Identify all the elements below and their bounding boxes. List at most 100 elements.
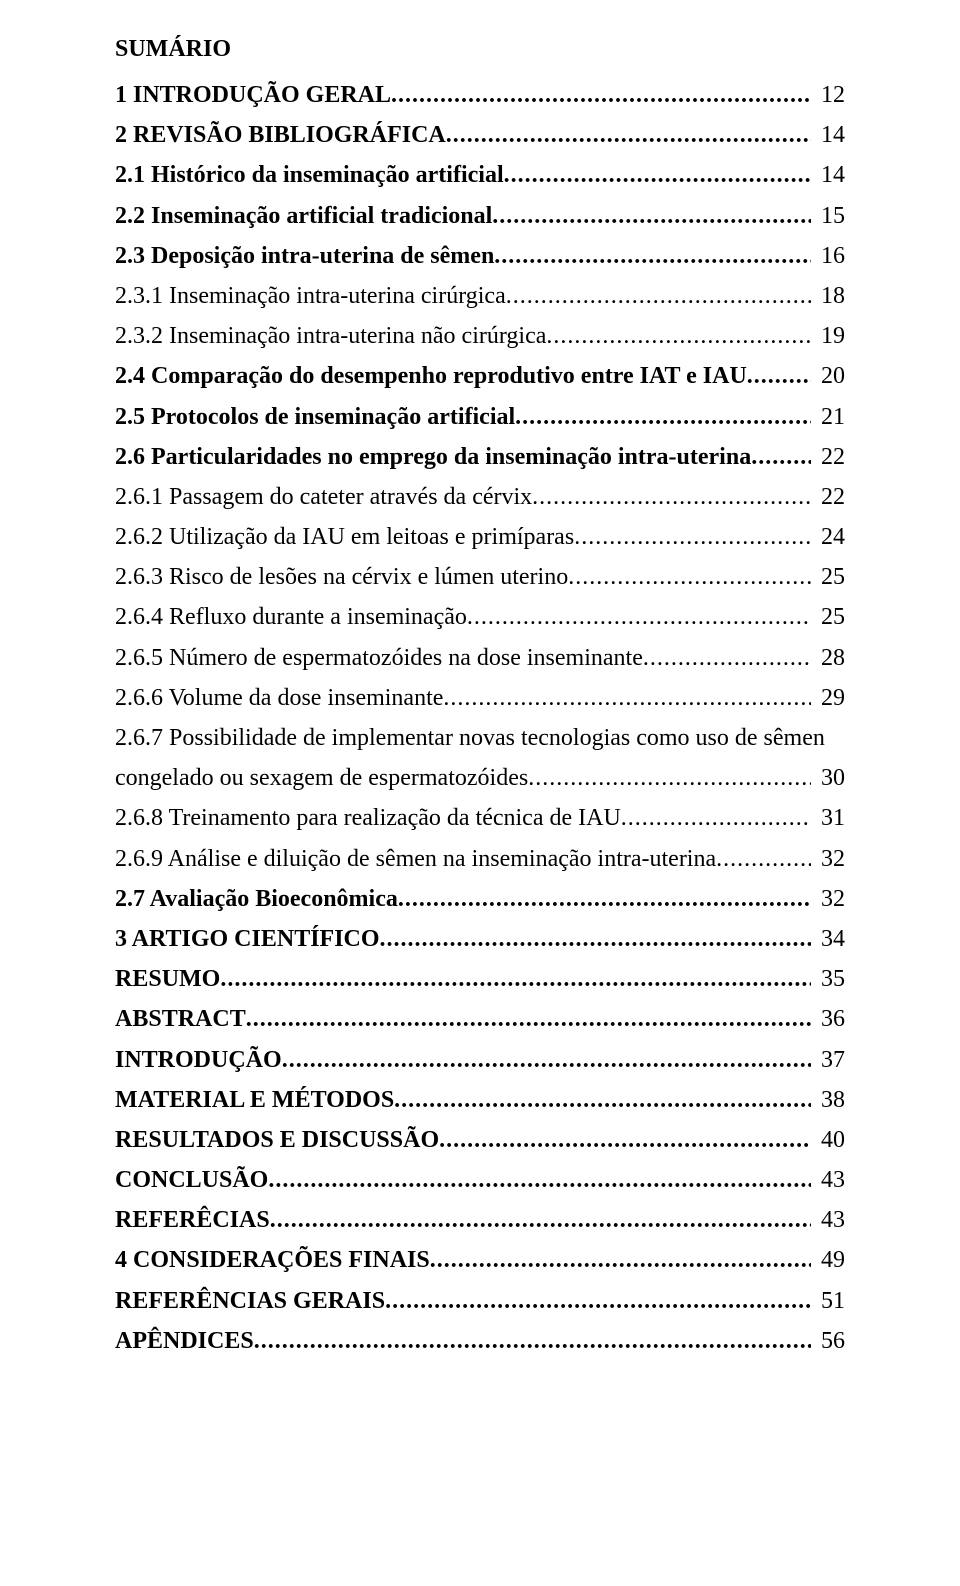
toc-entry: ABSTRACT................................… bbox=[115, 1001, 845, 1038]
toc-entry: 2.2 Inseminação artificial tradicional..… bbox=[115, 198, 845, 235]
toc-entry: 2.6.4 Refluxo durante a inseminação.....… bbox=[115, 599, 845, 636]
toc-entry-label: 2.5 Protocolos de inseminação artificial bbox=[115, 399, 515, 436]
toc-entry-label: 2.6.1 Passagem do cateter através da cér… bbox=[115, 479, 532, 516]
toc-entry: 2 REVISÃO BIBLIOGRÁFICA.................… bbox=[115, 117, 845, 154]
toc-leader-dots: ........................................… bbox=[443, 680, 811, 717]
toc-leader-dots: ........................................… bbox=[643, 640, 811, 677]
toc-leader-dots: ........................................… bbox=[391, 77, 811, 114]
toc-entry-label: 2 REVISÃO BIBLIOGRÁFICA bbox=[115, 117, 446, 154]
toc-entry-label: REFERÊNCIAS GERAIS bbox=[115, 1283, 385, 1320]
toc-leader-dots: ........................................… bbox=[494, 238, 811, 275]
toc-entry-page: 24 bbox=[811, 519, 845, 556]
toc-entry-label: CONCLUSÃO bbox=[115, 1162, 268, 1199]
toc-entry-page: 15 bbox=[811, 198, 845, 235]
toc-leader-dots: ........................................… bbox=[398, 881, 811, 918]
toc-leader-dots: ........................................… bbox=[574, 519, 811, 556]
toc-entry: 2.6.6 Volume da dose inseminante........… bbox=[115, 680, 845, 717]
toc-entry: 1 INTRODUÇÃO GERAL......................… bbox=[115, 77, 845, 114]
toc-entry: RESUMO..................................… bbox=[115, 961, 845, 998]
toc-entry: 2.6.8 Treinamento para realização da téc… bbox=[115, 800, 845, 837]
toc-leader-dots: ........................................… bbox=[751, 439, 811, 476]
toc-entry-label: 2.6.8 Treinamento para realização da téc… bbox=[115, 800, 621, 837]
toc-entry: 2.6.9 Análise e diluição de sêmen na ins… bbox=[115, 841, 845, 878]
toc-leader-dots: ........................................… bbox=[270, 1202, 811, 1239]
toc-entry: 2.6.2 Utilização da IAU em leitoas e pri… bbox=[115, 519, 845, 556]
toc-entry-page: 22 bbox=[811, 479, 845, 516]
toc-entry-page: 18 bbox=[811, 278, 845, 315]
toc-entry-page: 20 bbox=[811, 358, 845, 395]
toc-entry: 2.6.3 Risco de lesões na cérvix e lúmen … bbox=[115, 559, 845, 596]
toc-entry-label: ABSTRACT bbox=[115, 1001, 246, 1038]
toc-entry-label: 3 ARTIGO CIENTÍFICO bbox=[115, 921, 380, 958]
toc-entry-page: 29 bbox=[811, 680, 845, 717]
toc-entry-page: 16 bbox=[811, 238, 845, 275]
toc-entry-label: 2.6.5 Número de espermatozóides na dose … bbox=[115, 640, 643, 677]
toc-leader-dots: ........................................… bbox=[430, 1242, 811, 1279]
toc-leader-dots: ........................................… bbox=[467, 599, 811, 636]
toc-entry: CONCLUSÃO...............................… bbox=[115, 1162, 845, 1199]
toc-leader-dots: ........................................… bbox=[282, 1042, 811, 1079]
toc-entry-label: RESULTADOS E DISCUSSÃO bbox=[115, 1122, 439, 1159]
toc-leader-dots: ........................................… bbox=[254, 1323, 811, 1360]
toc-entry-page: 36 bbox=[811, 1001, 845, 1038]
toc-entry-label: 2.1 Histórico da inseminação artificial bbox=[115, 157, 504, 194]
toc-leader-dots: ........................................… bbox=[394, 1082, 811, 1119]
toc-entry-label: 2.4 Comparação do desempenho reprodutivo… bbox=[115, 358, 747, 395]
toc-entry-label: 2.3 Deposição intra-uterina de sêmen bbox=[115, 238, 494, 275]
toc-leader-dots: ........................................… bbox=[439, 1122, 811, 1159]
toc-entry-page: 30 bbox=[811, 760, 845, 797]
toc-entry-label: RESUMO bbox=[115, 961, 220, 998]
toc-entry-label: APÊNDICES bbox=[115, 1323, 254, 1360]
toc-leader-dots: ........................................… bbox=[568, 559, 811, 596]
toc-leader-dots: ........................................… bbox=[546, 318, 811, 355]
toc-leader-dots: ........................................… bbox=[385, 1283, 811, 1320]
toc-entry-label: 2.6.4 Refluxo durante a inseminação bbox=[115, 599, 467, 636]
toc-entry-page: 14 bbox=[811, 157, 845, 194]
toc-entry-page: 32 bbox=[811, 841, 845, 878]
toc-entry-page: 56 bbox=[811, 1323, 845, 1360]
toc-entry: REFERÊCIAS..............................… bbox=[115, 1202, 845, 1239]
toc-entry-page: 31 bbox=[811, 800, 845, 837]
toc-entry-page: 43 bbox=[811, 1202, 845, 1239]
toc-entry: 2.6.5 Número de espermatozóides na dose … bbox=[115, 640, 845, 677]
toc-leader-dots: ........................................… bbox=[446, 117, 811, 154]
toc-entry-label: MATERIAL E MÉTODOS bbox=[115, 1082, 394, 1119]
toc-entry-label: INTRODUÇÃO bbox=[115, 1042, 282, 1079]
toc-entry-page: 12 bbox=[811, 77, 845, 114]
toc-entry-page: 14 bbox=[811, 117, 845, 154]
toc-entry-label: 2.6.7 Possibilidade de implementar novas… bbox=[115, 725, 825, 751]
toc-entry-label: 4 CONSIDERAÇÕES FINAIS bbox=[115, 1242, 430, 1279]
table-of-contents: 1 INTRODUÇÃO GERAL......................… bbox=[115, 77, 845, 1360]
toc-entry-page: 43 bbox=[811, 1162, 845, 1199]
toc-entry: REFERÊNCIAS GERAIS......................… bbox=[115, 1283, 845, 1320]
toc-entry-label-cont: congelado ou sexagem de espermatozóides bbox=[115, 760, 528, 797]
toc-leader-dots: ........................................… bbox=[716, 841, 811, 878]
toc-entry-label: 2.2 Inseminação artificial tradicional bbox=[115, 198, 492, 235]
toc-leader-dots: ........................................… bbox=[246, 1001, 811, 1038]
toc-entry-label: 2.6.9 Análise e diluição de sêmen na ins… bbox=[115, 841, 716, 878]
page-container: SUMÁRIO 1 INTRODUÇÃO GERAL..............… bbox=[0, 0, 960, 1403]
toc-entry-page: 40 bbox=[811, 1122, 845, 1159]
toc-entry-page: 19 bbox=[811, 318, 845, 355]
toc-entry: MATERIAL E MÉTODOS......................… bbox=[115, 1082, 845, 1119]
toc-entry-label: 1 INTRODUÇÃO GERAL bbox=[115, 77, 391, 114]
toc-entry: 3 ARTIGO CIENTÍFICO.....................… bbox=[115, 921, 845, 958]
toc-entry-wrap-line1: 2.6.7 Possibilidade de implementar novas… bbox=[115, 720, 845, 757]
toc-leader-dots: ........................................… bbox=[504, 157, 811, 194]
toc-entry: 2.6.1 Passagem do cateter através da cér… bbox=[115, 479, 845, 516]
toc-leader-dots: ........................................… bbox=[532, 479, 811, 516]
page-title: SUMÁRIO bbox=[115, 36, 845, 63]
toc-entry-label: 2.6.2 Utilização da IAU em leitoas e pri… bbox=[115, 519, 574, 556]
toc-entry: INTRODUÇÃO..............................… bbox=[115, 1042, 845, 1079]
toc-entry-page: 25 bbox=[811, 559, 845, 596]
toc-entry: 2.3.1 Inseminação intra-uterina cirúrgic… bbox=[115, 278, 845, 315]
toc-entry-page: 35 bbox=[811, 961, 845, 998]
toc-entry-label: 2.6 Particularidades no emprego da insem… bbox=[115, 439, 751, 476]
toc-entry-page: 38 bbox=[811, 1082, 845, 1119]
toc-entry-page: 28 bbox=[811, 640, 845, 677]
toc-entry: APÊNDICES...............................… bbox=[115, 1323, 845, 1360]
toc-entry-label: REFERÊCIAS bbox=[115, 1202, 270, 1239]
toc-entry-page: 22 bbox=[811, 439, 845, 476]
toc-entry: 2.7 Avaliação Bioeconômica..............… bbox=[115, 881, 845, 918]
toc-entry-page: 25 bbox=[811, 599, 845, 636]
